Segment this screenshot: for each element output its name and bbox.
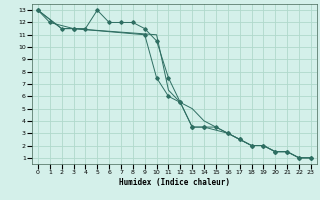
- X-axis label: Humidex (Indice chaleur): Humidex (Indice chaleur): [119, 178, 230, 187]
